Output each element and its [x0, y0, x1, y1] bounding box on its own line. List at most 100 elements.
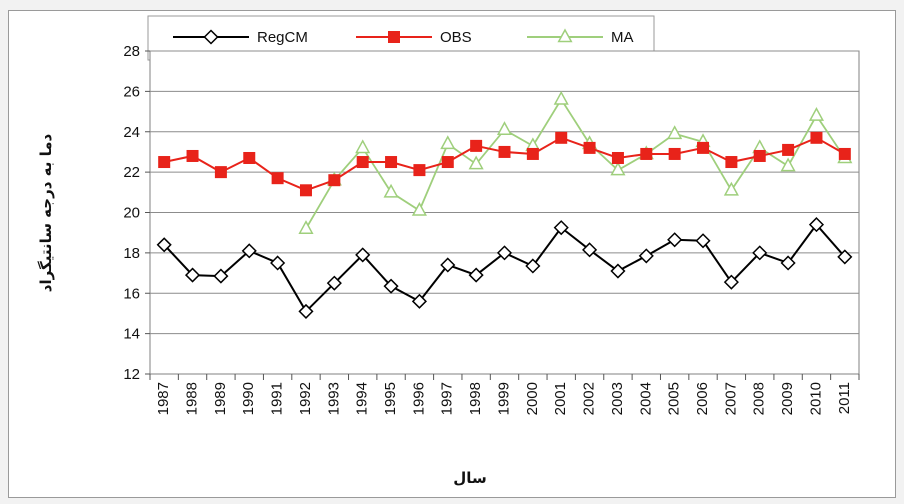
x-tick-label: 2010 — [807, 382, 824, 415]
y-tick-label: 26 — [123, 83, 140, 100]
data-point-marker — [697, 141, 710, 154]
data-point-marker — [583, 141, 596, 154]
data-point-marker — [156, 237, 172, 253]
data-point-marker — [243, 151, 256, 164]
data-point-marker — [214, 166, 227, 179]
y-axis-ticks: 12 14 16 18 20 22 24 26 28 — [123, 43, 150, 383]
x-tick-label: 2011 — [836, 382, 853, 414]
data-point-marker — [695, 233, 711, 249]
data-point-marker — [440, 135, 456, 150]
data-point-marker — [782, 143, 795, 156]
data-point-marker — [356, 156, 369, 169]
data-point-marker — [355, 247, 371, 263]
x-tick-label: 2002 — [581, 382, 598, 415]
data-point-marker — [328, 174, 341, 187]
data-point-marker — [388, 31, 400, 43]
data-point-marker — [752, 245, 768, 261]
data-point-marker — [610, 263, 626, 279]
data-point-marker — [440, 257, 456, 273]
x-tick-label: 1992 — [297, 382, 314, 415]
data-point-marker — [808, 107, 825, 121]
legend-label: RegCM — [257, 29, 308, 46]
y-tick-label: 14 — [123, 326, 140, 343]
data-point-marker — [723, 181, 739, 196]
data-point-marker — [298, 220, 314, 234]
data-point-marker — [385, 156, 398, 169]
legend-item-obs: OBS — [356, 29, 472, 46]
data-point-marker — [810, 131, 823, 144]
legend: RegCM OBS MA — [173, 28, 634, 46]
legend-item-regcm: RegCM — [173, 29, 308, 46]
data-point-marker — [186, 149, 199, 162]
y-tick-label: 20 — [123, 205, 140, 222]
x-tick-label: 1993 — [325, 382, 342, 415]
data-point-marker — [241, 243, 257, 259]
x-axis-ticks: 1987 1988 1989 1990 1991 1992 1993 1994 1995 1996… — [149, 374, 860, 415]
x-tick-label: 1991 — [269, 382, 286, 415]
data-point-marker — [610, 161, 626, 176]
data-point-marker — [441, 156, 454, 169]
data-point-marker — [355, 139, 371, 154]
data-point-marker — [638, 248, 654, 264]
x-tick-label: 1989 — [212, 382, 229, 415]
y-tick-label: 16 — [123, 285, 140, 302]
y-tick-label: 18 — [123, 245, 140, 262]
data-point-marker — [553, 90, 569, 105]
data-point-marker — [582, 242, 598, 258]
data-point-marker — [413, 164, 426, 177]
data-point-marker — [525, 258, 541, 274]
data-point-marker — [299, 184, 312, 197]
gridlines — [150, 50, 859, 335]
data-point-marker — [640, 147, 653, 160]
data-point-marker — [526, 147, 539, 160]
data-point-marker — [667, 232, 683, 248]
data-point-marker — [468, 267, 484, 283]
data-point-marker — [184, 267, 201, 283]
data-point-marker — [298, 303, 314, 319]
y-axis-title: دما به درجه سانتیگراد — [37, 134, 55, 293]
data-point-marker — [496, 121, 513, 136]
data-point-marker — [270, 255, 286, 271]
data-point-marker — [158, 156, 171, 169]
data-point-marker — [725, 156, 738, 169]
x-tick-label: 2003 — [609, 382, 626, 415]
data-point-marker — [553, 220, 569, 236]
data-point-marker — [838, 147, 851, 160]
data-point-marker — [496, 245, 513, 261]
data-point-marker — [611, 151, 624, 164]
data-point-marker — [808, 217, 825, 233]
data-point-marker — [468, 155, 484, 170]
data-point-marker — [557, 28, 573, 43]
x-tick-label: 2004 — [637, 382, 654, 415]
x-tick-label: 2007 — [722, 382, 739, 415]
x-tick-label: 2005 — [666, 382, 683, 415]
x-tick-label: 2008 — [751, 382, 768, 415]
x-tick-label: 1998 — [467, 382, 484, 415]
data-point-marker — [753, 149, 766, 162]
data-point-marker — [383, 183, 399, 198]
legend-item-ma: MA — [527, 28, 634, 46]
x-tick-label: 1996 — [410, 382, 427, 415]
x-tick-label: 2000 — [524, 382, 541, 415]
data-point-marker — [780, 255, 796, 271]
series-regcm — [156, 217, 853, 319]
data-point-marker — [411, 293, 427, 309]
legend-label: OBS — [440, 29, 472, 46]
x-tick-label: 1990 — [240, 382, 257, 415]
data-point-marker — [271, 172, 284, 185]
x-tick-label: 1987 — [155, 382, 172, 415]
data-point-marker — [780, 157, 796, 172]
data-point-marker — [668, 147, 681, 160]
x-axis-title: سال — [453, 469, 486, 487]
y-tick-label: 22 — [123, 164, 140, 181]
x-tick-label: 2009 — [779, 382, 796, 415]
data-point-marker — [470, 139, 483, 152]
x-tick-label: 1988 — [184, 382, 201, 415]
series-layer — [156, 90, 853, 319]
data-point-marker — [213, 268, 229, 284]
data-point-marker — [723, 274, 739, 290]
data-point-marker — [837, 249, 853, 265]
data-point-marker — [555, 131, 568, 144]
legend-label: MA — [611, 29, 634, 46]
